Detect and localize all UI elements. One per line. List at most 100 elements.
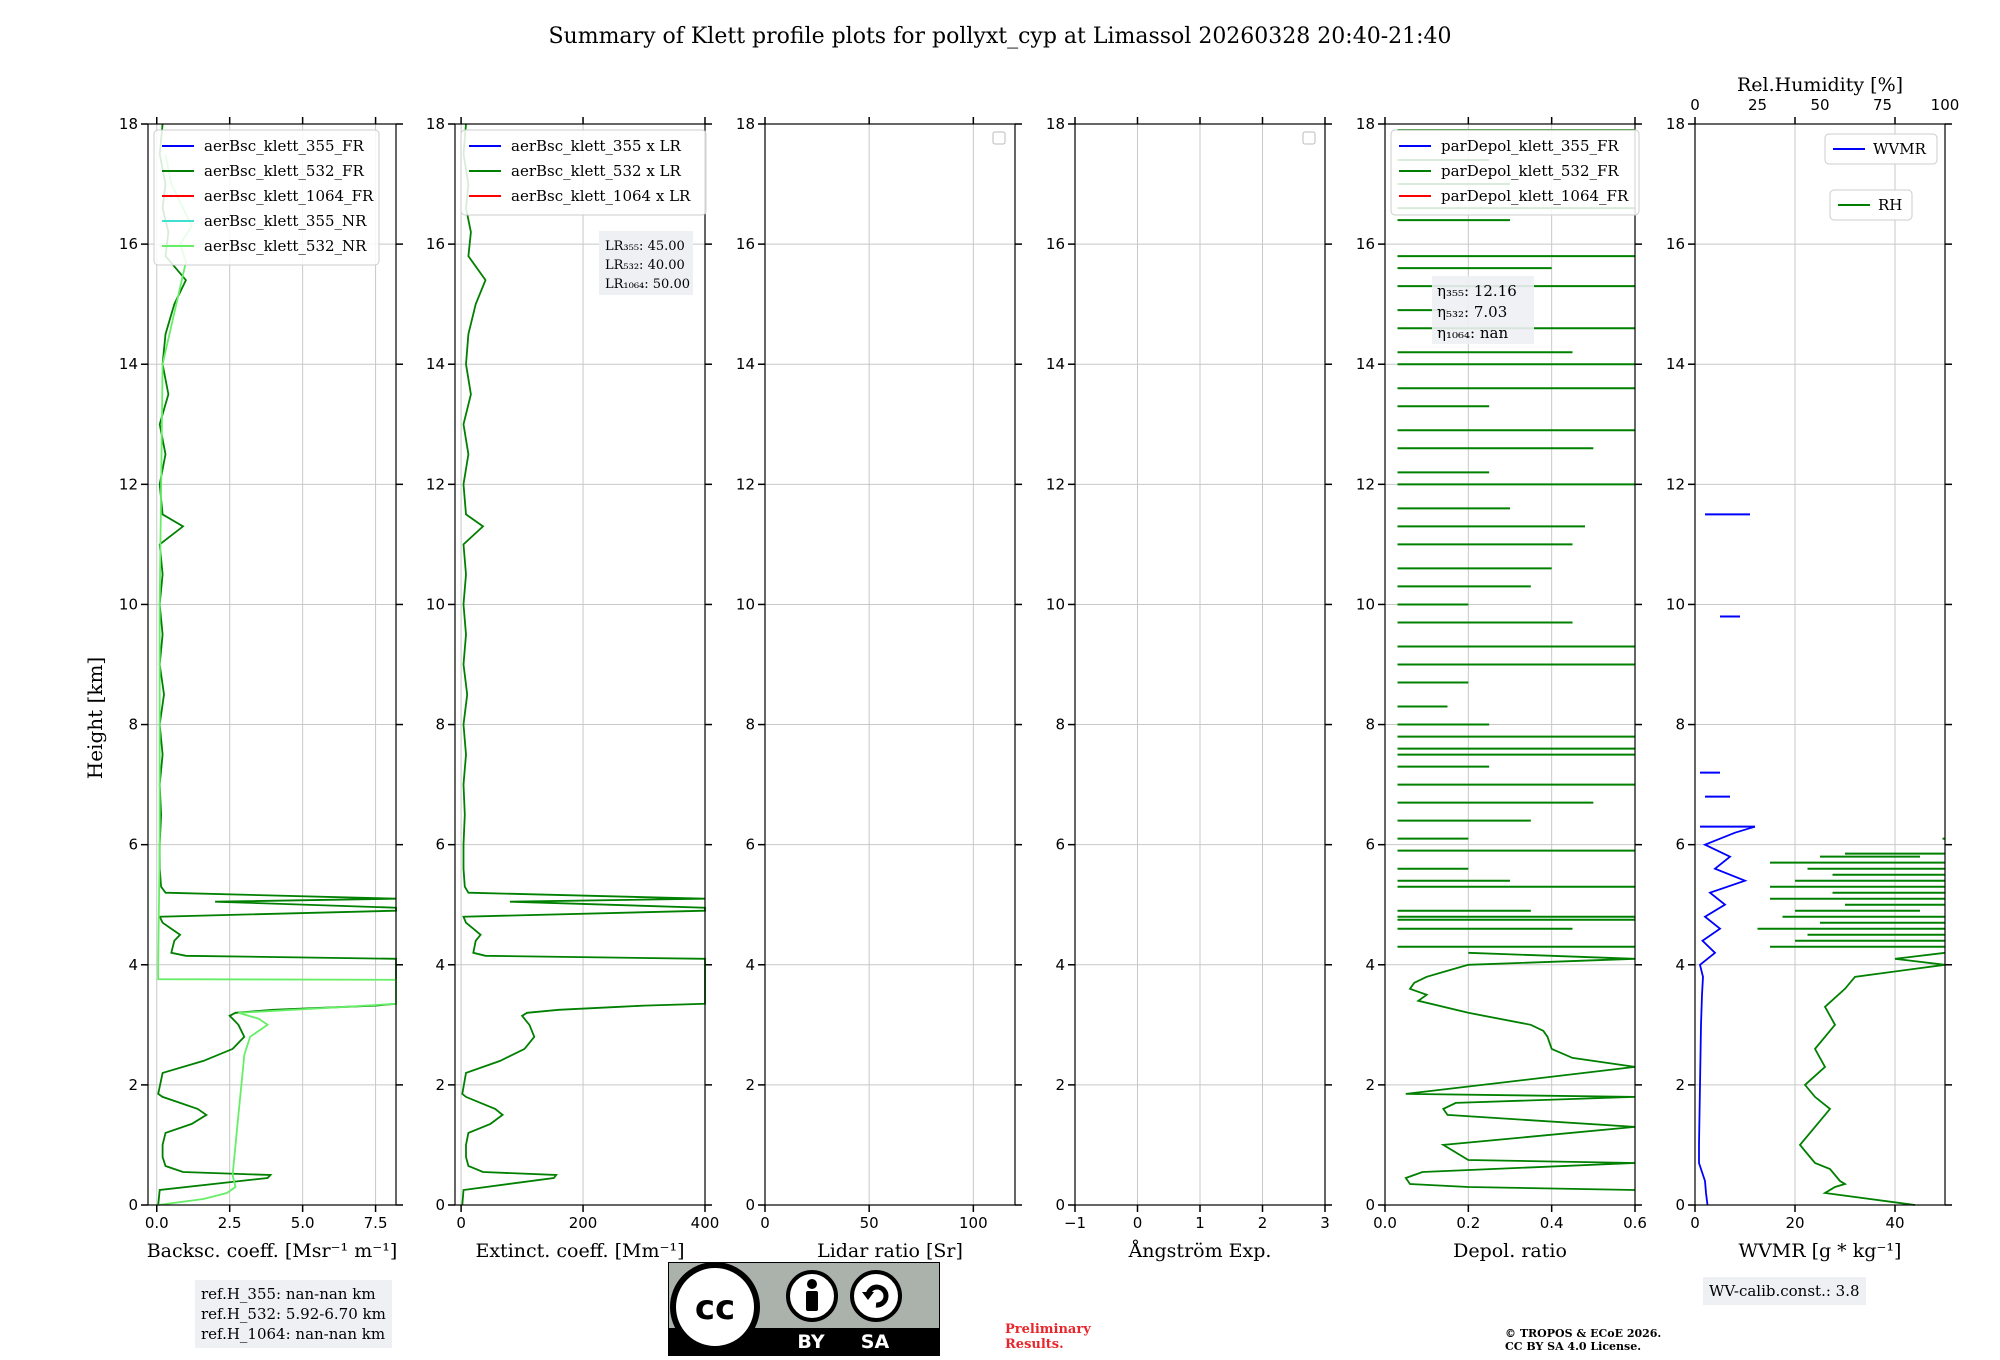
top-tick-label: 0 [1690, 96, 1700, 114]
y-tick-label: 2 [1365, 1076, 1375, 1094]
legend-label: parDepol_klett_1064_FR [1441, 187, 1629, 205]
axes-frame [764, 123, 1016, 1206]
y-tick-label: 8 [745, 716, 755, 734]
wv-calib-text: WV-calib.const.: 3.8 [1709, 1282, 1860, 1300]
cc-sa-label: SA [861, 1331, 890, 1353]
y-tick-label: 12 [426, 475, 445, 493]
x-axis-label: Lidar ratio [Sr] [817, 1240, 963, 1262]
legend-label: RH [1878, 196, 1902, 214]
x-tick-label: 40 [1885, 1214, 1904, 1232]
legend-WVMR: WVMR [1824, 133, 1938, 165]
legend-box [1390, 129, 1640, 216]
legend-label: aerBsc_klett_1064 x LR [511, 187, 691, 205]
y-tick-label: 10 [1046, 595, 1065, 613]
y-tick-label: 10 [1666, 595, 1685, 613]
legend-label: parDepol_klett_532_FR [1441, 162, 1619, 180]
legend-label: aerBsc_klett_355_FR [204, 137, 364, 155]
legend-box [1829, 189, 1913, 221]
y-tick-label: 14 [426, 355, 445, 373]
lidar-ratio-text: LR₅₃₂: 40.00 [605, 258, 685, 273]
share-alike-arrowhead-icon [862, 1292, 874, 1300]
top-tick-label: 75 [1873, 96, 1892, 114]
x-tick-label: 0.6 [1623, 1214, 1647, 1232]
legend-label: aerBsc_klett_355_NR [204, 212, 367, 230]
x-axis-label: Backsc. coeff. [Msr⁻¹ m⁻¹] [147, 1240, 398, 1262]
y-tick-label: 14 [736, 355, 755, 373]
series-line-WVMR [1698, 825, 1756, 1206]
y-tick-label: 12 [1666, 475, 1685, 493]
y-tick-label: 0 [1055, 1196, 1065, 1214]
y-tick-label: 2 [1675, 1076, 1685, 1094]
y-tick-label: 16 [1356, 235, 1375, 253]
y-tick-label: 6 [745, 836, 755, 854]
x-tick-label: 5.0 [291, 1214, 315, 1232]
y-tick-label: 0 [128, 1196, 138, 1214]
cc-logo-icon [670, 1262, 760, 1352]
wv-calib-box: WV-calib.const.: 3.8 [1703, 1277, 1866, 1305]
legend-label: aerBsc_klett_1064_FR [204, 187, 374, 205]
y-tick-label: 10 [736, 595, 755, 613]
y-tick-label: 16 [736, 235, 755, 253]
series-line-aerBsc_klett_532_FR [157, 123, 397, 1206]
x-tick-label: 1 [1195, 1214, 1205, 1232]
x-tick-label: 3 [1320, 1214, 1330, 1232]
eta-text: η₁₀₆₄: nan [1437, 324, 1508, 342]
y-tick-label: 6 [1055, 836, 1065, 854]
x-tick-label: 50 [860, 1214, 879, 1232]
annotation-box [1432, 276, 1534, 344]
y-tick-label: 6 [1365, 836, 1375, 854]
share-alike-icon [850, 1270, 902, 1322]
y-tick-label: 16 [119, 235, 138, 253]
legend: aerBsc_klett_355 x LR aerBsc_klett_532 x … [460, 129, 707, 216]
y-tick-label: 14 [1046, 355, 1065, 373]
x-axis-label: Extinct. coeff. [Mm⁻¹] [475, 1240, 684, 1262]
y-tick-label: 18 [1356, 115, 1375, 133]
x-tick-label: 400 [691, 1214, 720, 1232]
cc-license-badge: cc BY SA [668, 1262, 940, 1356]
y-tick-label: 2 [1055, 1076, 1065, 1094]
axes-frame [1694, 123, 1946, 1206]
x-tick-label: −1 [1064, 1214, 1086, 1232]
annotation-box [599, 231, 693, 295]
lidar-ratio-annotation: LR₃₅₅: 45.00 LR₅₃₂: 40.00 LR₁₀₆₄: 50.00 [599, 231, 693, 295]
y-tick-label: 6 [128, 836, 138, 854]
top-axis-label: Rel.Humidity [%] [1737, 74, 1903, 96]
y-tick-label: 6 [1675, 836, 1685, 854]
eta-text: η₅₃₂: 7.03 [1437, 303, 1507, 321]
y-tick-label: 10 [1356, 595, 1375, 613]
ref-height-1064: ref.H_1064: nan-nan km [201, 1325, 386, 1343]
y-tick-label: 2 [128, 1076, 138, 1094]
share-alike-arrow-icon [865, 1284, 889, 1308]
legend-label: aerBsc_klett_355 x LR [511, 137, 682, 155]
eta-annotation: η₃₅₅: 12.16 η₅₃₂: 7.03 η₁₀₆₄: nan [1432, 276, 1534, 344]
y-tick-label: 8 [435, 716, 445, 734]
panel-water_vapor: 0 2 4 6 8 10 12 14 16 18 0 20 40 WVMR [g * kg⁻¹] 0 25 50… [1666, 74, 1959, 1262]
y-tick-label: 18 [1666, 115, 1685, 133]
y-tick-label: 14 [119, 355, 138, 373]
series-line-RH [1798, 951, 1946, 1206]
y-tick-label: 8 [128, 716, 138, 734]
y-tick-label: 8 [1365, 716, 1375, 734]
legend-box [460, 129, 707, 216]
y-tick-label: 4 [745, 956, 755, 974]
preliminary-note: Preliminary Results. [1005, 1322, 1091, 1352]
axes-frame [147, 123, 397, 1206]
y-tick-label: 2 [745, 1076, 755, 1094]
axes-frame [1384, 123, 1636, 1206]
series-line-parDepol_klett_532_FR [1404, 951, 1636, 1191]
x-tick-label: 0 [1133, 1214, 1143, 1232]
y-tick-label: 12 [119, 475, 138, 493]
copyright-line-1: © TROPOS & ECoE 2026. [1505, 1327, 1662, 1340]
y-tick-label: 10 [426, 595, 445, 613]
y-tick-label: 8 [1675, 716, 1685, 734]
person-body-icon [806, 1291, 818, 1311]
y-tick-label: 0 [1675, 1196, 1685, 1214]
y-tick-label: 8 [1055, 716, 1065, 734]
y-tick-label: 4 [1675, 956, 1685, 974]
y-tick-label: 4 [435, 956, 445, 974]
x-tick-label: 20 [1785, 1214, 1804, 1232]
x-tick-label: 0 [760, 1214, 770, 1232]
